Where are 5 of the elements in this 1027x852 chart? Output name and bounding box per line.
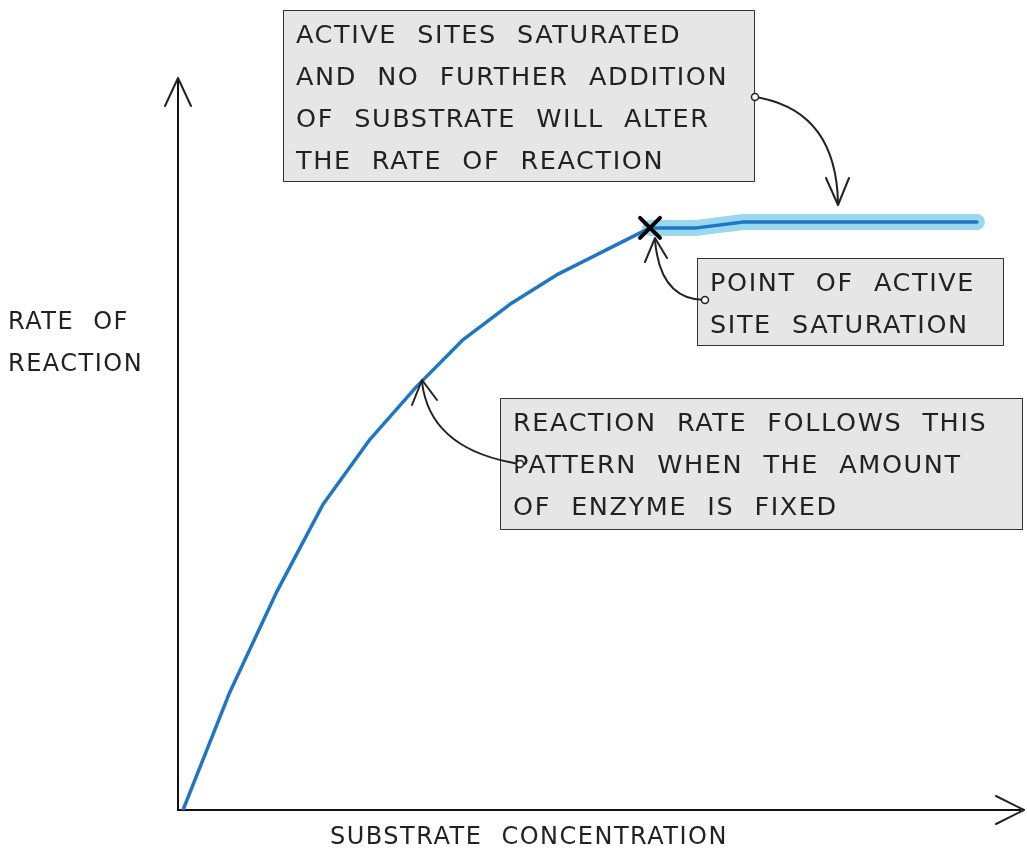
text: ACTIVE SITES SATURATED AND NO FURTHER ADDITION OF SUBSTRATE WILL ALTER THE RATE OF REACTION — [283, 10, 755, 182]
annotation: REACTION RATE FOLLOWS THIS PATTERN WHEN THE AMOUNT OF ENZYME IS FIXED — [500, 398, 1023, 530]
x-axis-title: SUBSTRATE CONCENTRATION — [330, 821, 728, 852]
y-axis-title: RATE OF REACTION — [8, 306, 145, 379]
annotation: POINT OF ACTIVE SITE SATURATION — [697, 258, 1004, 346]
